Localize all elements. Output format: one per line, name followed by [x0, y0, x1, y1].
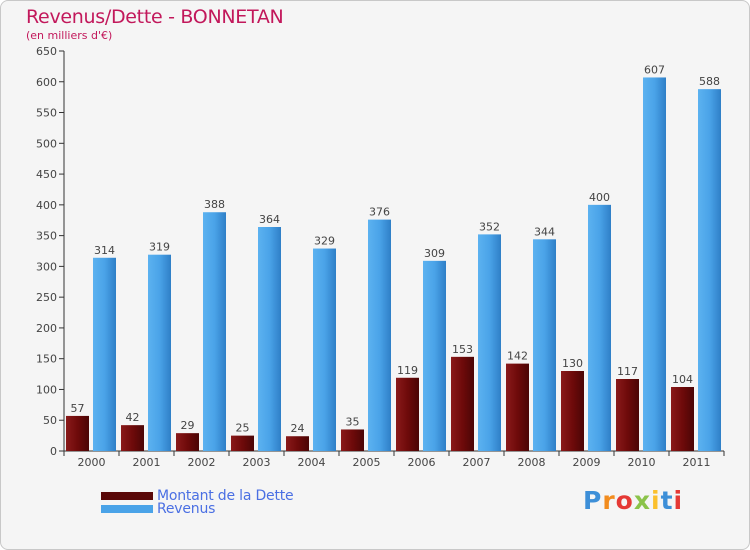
- bar-dette: [231, 435, 254, 451]
- x-tick-label: 2004: [298, 456, 326, 469]
- logo-letter: r: [602, 486, 616, 515]
- data-label-revenus: 309: [424, 247, 445, 260]
- bar-revenus: [698, 89, 721, 452]
- bar-revenus: [588, 204, 611, 451]
- y-tick-label: 600: [36, 76, 57, 89]
- data-label-revenus: 314: [94, 244, 115, 257]
- x-tick-label: 2006: [408, 456, 436, 469]
- bar-dette: [506, 363, 529, 451]
- chart-title: Revenus/Dette - BONNETAN: [26, 6, 284, 28]
- bar-revenus: [258, 227, 281, 451]
- logo-letter: t: [660, 486, 674, 515]
- y-tick-label: 50: [43, 414, 57, 427]
- logo-letter: i: [651, 486, 661, 515]
- bar-dette: [121, 425, 144, 451]
- data-label-dette: 25: [236, 422, 250, 435]
- data-label-dette: 29: [181, 419, 195, 432]
- logo-letter: i: [673, 486, 684, 515]
- x-tick-label: 2010: [628, 456, 656, 469]
- data-label-dette: 117: [617, 365, 638, 378]
- y-tick-label: 250: [36, 291, 57, 304]
- bar-dette: [616, 379, 639, 451]
- bar-dette: [451, 356, 474, 451]
- bar-revenus: [533, 239, 556, 451]
- bar-revenus: [203, 212, 226, 451]
- logo-letter: x: [633, 486, 651, 515]
- data-label-dette: 42: [126, 411, 140, 424]
- legend-label-revenus: Revenus: [157, 501, 216, 517]
- legend-swatch-revenus: [101, 505, 153, 513]
- x-tick-label: 2009: [573, 456, 601, 469]
- legend-label-dette: Montant de la Dette: [157, 488, 294, 504]
- proxiti-logo: Proxiti: [583, 486, 683, 515]
- data-label-dette: 130: [562, 357, 583, 370]
- data-label-dette: 35: [346, 415, 360, 428]
- data-label-revenus: 388: [204, 198, 225, 211]
- y-tick-label: 300: [36, 260, 57, 273]
- x-tick-label: 2007: [463, 456, 491, 469]
- x-tick-label: 2002: [188, 456, 216, 469]
- data-label-dette: 24: [291, 422, 305, 435]
- data-label-dette: 153: [452, 343, 473, 356]
- x-tick-label: 2001: [133, 456, 161, 469]
- y-tick-label: 200: [36, 322, 57, 335]
- bar-dette: [341, 429, 364, 451]
- data-label-revenus: 364: [259, 213, 280, 226]
- data-label-revenus: 319: [149, 241, 170, 254]
- y-tick-label: 150: [36, 353, 57, 366]
- bar-revenus: [148, 254, 171, 451]
- bar-revenus: [478, 234, 501, 451]
- logo-letter: P: [583, 486, 603, 515]
- data-label-dette: 119: [397, 364, 418, 377]
- bar-dette: [286, 436, 309, 451]
- bar-revenus: [93, 257, 116, 451]
- y-tick-label: 650: [36, 45, 57, 58]
- bar-revenus: [423, 260, 446, 451]
- y-tick-label: 400: [36, 199, 57, 212]
- data-label-revenus: 607: [644, 63, 665, 76]
- x-tick-label: 2003: [243, 456, 271, 469]
- bar-dette: [671, 387, 694, 451]
- bar-dette: [561, 371, 584, 451]
- bar-revenus: [368, 219, 391, 451]
- y-tick-label: 450: [36, 168, 57, 181]
- legend-item-dette: Montant de la Dette: [101, 488, 294, 504]
- data-label-dette: 57: [71, 402, 85, 415]
- legend-swatch-dette: [101, 492, 153, 500]
- x-tick-label: 2000: [78, 456, 106, 469]
- bar-dette: [176, 433, 199, 451]
- x-tick-label: 2011: [683, 456, 711, 469]
- legend-item-revenus: Revenus: [101, 501, 215, 517]
- logo-letter: o: [615, 486, 634, 515]
- bar-revenus: [643, 77, 666, 451]
- y-tick-label: 350: [36, 230, 57, 243]
- x-tick-label: 2005: [353, 456, 381, 469]
- data-label-revenus: 344: [534, 225, 555, 238]
- x-tick-label: 2008: [518, 456, 546, 469]
- bar-revenus: [313, 248, 336, 451]
- y-tick-label: 0: [50, 445, 57, 458]
- data-label-revenus: 329: [314, 235, 335, 248]
- y-tick-label: 100: [36, 383, 57, 396]
- chart-subtitle: (en milliers d'€): [26, 29, 113, 42]
- data-label-dette: 142: [507, 350, 528, 363]
- y-tick-label: 550: [36, 107, 57, 120]
- bar-dette: [396, 377, 419, 451]
- data-label-revenus: 400: [589, 191, 610, 204]
- bar-dette: [66, 415, 89, 451]
- data-label-revenus: 588: [699, 75, 720, 88]
- y-tick-label: 500: [36, 137, 57, 150]
- data-label-revenus: 352: [479, 220, 500, 233]
- data-label-revenus: 376: [369, 206, 390, 219]
- data-label-dette: 104: [672, 373, 693, 386]
